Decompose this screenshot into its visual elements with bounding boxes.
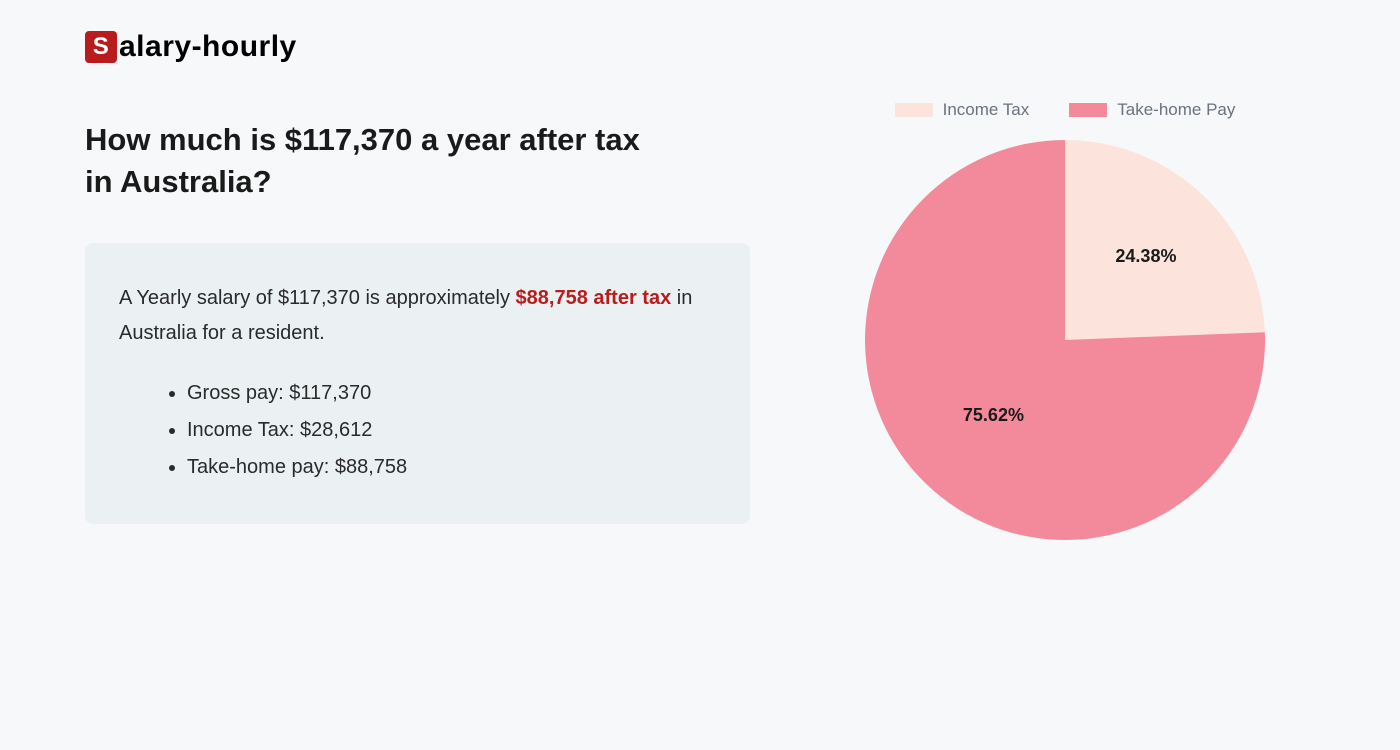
summary-highlight: $88,758 after tax [516,287,672,309]
list-item: Take-home pay: $88,758 [187,449,716,486]
pie-chart: 24.38% 75.62% [865,140,1265,540]
summary-card: A Yearly salary of $117,370 is approxima… [85,243,750,524]
legend-label: Take-home Pay [1117,100,1235,120]
slice-label-income-tax: 24.38% [1115,246,1176,267]
right-column: Income Tax Take-home Pay 24.38% 75.62% [815,30,1315,720]
legend-item-take-home: Take-home Pay [1069,100,1235,120]
legend-swatch-icon [1069,103,1107,117]
summary-prefix: A Yearly salary of $117,370 is approxima… [119,287,516,309]
summary-paragraph: A Yearly salary of $117,370 is approxima… [119,281,716,351]
legend-label: Income Tax [943,100,1030,120]
list-item: Income Tax: $28,612 [187,412,716,449]
pie-svg [865,140,1265,540]
page-root: Salary-hourly How much is $117,370 a yea… [0,0,1400,750]
page-title: How much is $117,370 a year after tax in… [85,119,675,203]
site-logo: Salary-hourly [85,30,755,64]
legend-swatch-icon [895,103,933,117]
logo-letter-box: S [85,31,117,63]
slice-label-take-home: 75.62% [963,405,1024,426]
chart-legend: Income Tax Take-home Pay [895,100,1236,120]
legend-item-income-tax: Income Tax [895,100,1030,120]
breakdown-list: Gross pay: $117,370 Income Tax: $28,612 … [119,375,716,486]
left-column: Salary-hourly How much is $117,370 a yea… [85,30,755,720]
list-item: Gross pay: $117,370 [187,375,716,412]
logo-text: alary-hourly [119,30,297,64]
